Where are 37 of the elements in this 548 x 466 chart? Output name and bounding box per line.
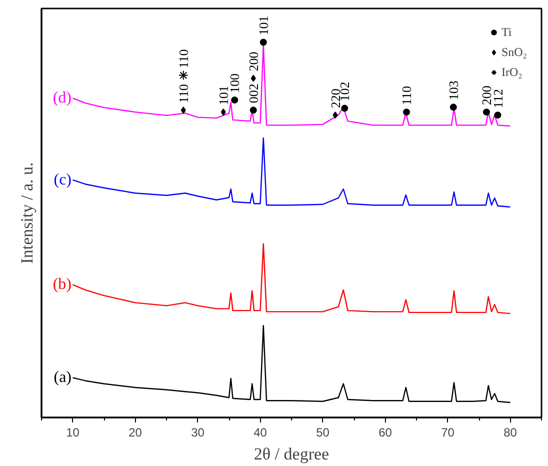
x-tick-label: 20	[128, 426, 142, 440]
point	[231, 96, 238, 104]
point	[250, 106, 257, 114]
point	[483, 108, 490, 116]
annotation: 110	[176, 84, 191, 104]
x-axis-title: 2θ / degree	[254, 444, 330, 464]
x-tick-label: 70	[441, 426, 455, 440]
point	[494, 112, 502, 119]
annotation: 103	[446, 80, 461, 100]
point	[250, 74, 256, 82]
point	[180, 106, 186, 114]
series-label: (b)	[52, 276, 72, 294]
y-axis-title: Intensity / a. u.	[18, 162, 36, 264]
legend-label: IrO₂	[501, 64, 522, 80]
x-tick-label: 50	[316, 426, 330, 440]
x-tick-label: 40	[254, 426, 268, 440]
legend-label: Ti	[501, 24, 513, 40]
series-label: (d)	[52, 90, 72, 107]
point	[403, 108, 410, 116]
x-tick-label: 10	[66, 426, 80, 440]
annotation: 002	[246, 84, 261, 104]
point	[332, 112, 338, 119]
legend-label: SnO₂	[501, 44, 527, 60]
series-label: (c)	[54, 171, 72, 188]
annotation: 110	[176, 49, 191, 68]
annotation: 101	[256, 16, 271, 36]
point	[178, 70, 188, 80]
point	[260, 38, 267, 46]
annotation: 110	[399, 86, 414, 106]
x-tick-label: 60	[378, 426, 392, 440]
point	[341, 104, 348, 112]
series-label: (a)	[54, 369, 72, 386]
point	[220, 108, 226, 116]
x-tick-label: 30	[191, 426, 205, 440]
point	[450, 104, 457, 111]
annotation: 200	[246, 52, 261, 72]
x-tick-label: 80	[504, 426, 518, 440]
